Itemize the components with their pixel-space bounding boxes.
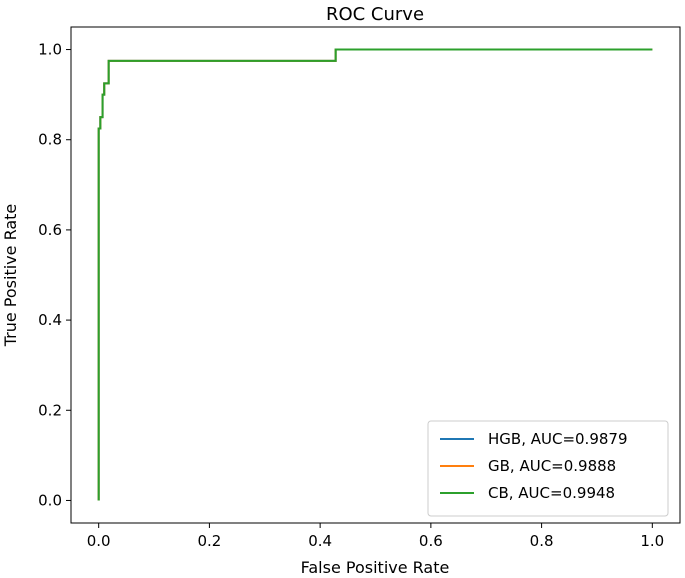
x-tick-label: 0.8 xyxy=(530,532,554,550)
x-tick-label: 0.2 xyxy=(197,532,221,550)
y-tick-label: 1.0 xyxy=(38,41,62,59)
y-tick-label: 0.4 xyxy=(38,311,62,329)
legend-entry-0: HGB, AUC=0.9879 xyxy=(488,430,628,448)
chart-title: ROC Curve xyxy=(326,4,424,25)
y-tick-label: 0.6 xyxy=(38,221,62,239)
y-axis-label: True Positive Rate xyxy=(1,204,20,348)
series-layer xyxy=(97,48,653,501)
x-tick-label: 0.0 xyxy=(87,532,111,550)
x-tick-label: 0.4 xyxy=(308,532,332,550)
x-axis-label: False Positive Rate xyxy=(301,558,450,577)
series-line-2 xyxy=(97,48,653,501)
x-tick-label: 0.6 xyxy=(419,532,443,550)
ticks-layer: 0.0 0.2 0.4 0.6 0.8 1.0 0.0 0.2 0.4 0.6 0.8 1.0 xyxy=(38,41,664,550)
legend: HGB, AUC=0.9879 GB, AUC=0.9888 CB, AUC=0.9… xyxy=(427,420,669,517)
legend-entry-1: GB, AUC=0.9888 xyxy=(488,457,616,475)
y-tick-label: 0.0 xyxy=(38,491,62,509)
plot-frame xyxy=(70,26,681,524)
legend-box xyxy=(427,420,669,517)
x-tick-label: 1.0 xyxy=(640,532,664,550)
y-tick-label: 0.8 xyxy=(38,131,62,149)
legend-entry-2: CB, AUC=0.9948 xyxy=(488,484,615,502)
y-tick-label: 0.2 xyxy=(38,401,62,419)
